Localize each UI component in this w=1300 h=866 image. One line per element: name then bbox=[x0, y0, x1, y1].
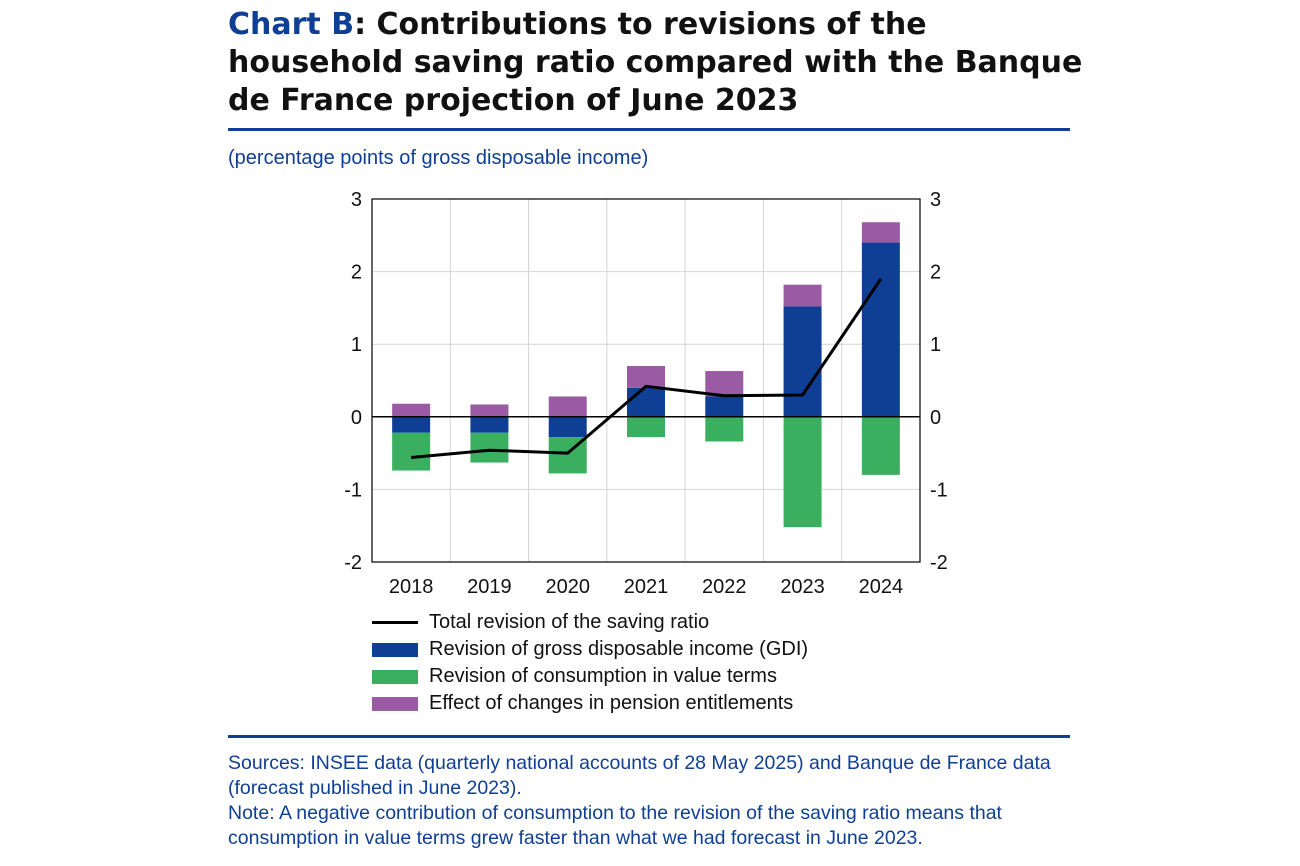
bar-pension-2020 bbox=[548, 396, 587, 417]
total-revision-line bbox=[411, 278, 883, 459]
bar-consumption-2024 bbox=[861, 416, 900, 475]
legend-label-gdi: Revision of gross disposable income (GDI… bbox=[429, 638, 809, 660]
bar-pension-2024 bbox=[861, 222, 900, 243]
bar-gdi-2018 bbox=[392, 416, 431, 433]
x-tick-label-2020: 2020 bbox=[545, 576, 590, 598]
legend-swatch-total bbox=[372, 621, 418, 624]
y-tick-label-left: 1 bbox=[351, 334, 362, 356]
note-text: Note: A negative contribution of consump… bbox=[228, 802, 1002, 849]
bar-consumption-2021 bbox=[627, 416, 665, 438]
x-tick-label-2019: 2019 bbox=[467, 576, 512, 598]
legend-item-consumption: Revision of consumption in value terms bbox=[372, 663, 808, 690]
y-tick-label-right: 1 bbox=[930, 334, 941, 356]
bar-pension-2022 bbox=[705, 371, 744, 397]
legend-item-total: Total revision of the saving ratio bbox=[372, 609, 808, 636]
x-tick-label-2024: 2024 bbox=[859, 576, 904, 598]
plot-frame bbox=[371, 198, 921, 563]
y-tick-label-left: 2 bbox=[351, 262, 362, 284]
legend-label-consumption: Revision of consumption in value terms bbox=[429, 665, 777, 687]
bar-gdi-2023 bbox=[783, 306, 822, 417]
y-tick-label-right: 0 bbox=[930, 407, 941, 429]
legend-swatch-consumption bbox=[372, 669, 418, 684]
y-tick-label-right: -1 bbox=[930, 479, 948, 501]
x-tick-label-2018: 2018 bbox=[389, 576, 434, 598]
chart-title-lead: Chart B bbox=[228, 7, 355, 42]
title-divider bbox=[228, 128, 1070, 131]
bar-consumption-2023 bbox=[783, 416, 822, 528]
x-tick-label-2022: 2022 bbox=[702, 576, 747, 598]
chart-title: Chart B: Contributions to revisions of t… bbox=[228, 6, 1088, 120]
legend-swatch-pension bbox=[372, 696, 418, 711]
bar-gdi-2021 bbox=[627, 387, 665, 417]
bar-gdi-2022 bbox=[705, 396, 744, 417]
bar-gdi-2024 bbox=[861, 242, 900, 417]
y-tick-label-right: 2 bbox=[930, 262, 941, 284]
y-tick-label-left: 0 bbox=[351, 407, 362, 429]
x-tick-label-2021: 2021 bbox=[624, 576, 669, 598]
footer-divider bbox=[228, 735, 1070, 738]
x-tick-label-2023: 2023 bbox=[780, 576, 825, 598]
y-tick-label-left: -2 bbox=[344, 552, 362, 574]
legend-label-pension: Effect of changes in pension entitlement… bbox=[429, 692, 794, 714]
legend-label-total: Total revision of the saving ratio bbox=[429, 611, 710, 633]
bar-pension-2019 bbox=[470, 404, 509, 417]
bar-gdi-2019 bbox=[470, 416, 509, 433]
y-tick-label-left: -1 bbox=[344, 479, 362, 501]
bar-pension-2021 bbox=[627, 365, 665, 388]
legend-item-gdi: Revision of gross disposable income (GDI… bbox=[372, 636, 808, 663]
bar-pension-2018 bbox=[392, 403, 431, 417]
bar-consumption-2022 bbox=[705, 416, 744, 442]
legend: Total revision of the saving ratio Revis… bbox=[372, 609, 808, 717]
bar-pension-2023 bbox=[783, 284, 822, 307]
legend-item-pension: Effect of changes in pension entitlement… bbox=[372, 690, 808, 717]
chart-subtitle: (percentage points of gross disposable i… bbox=[228, 147, 649, 169]
sources-text: Sources: INSEE data (quarterly national … bbox=[228, 752, 1051, 799]
legend-swatch-gdi bbox=[372, 642, 418, 657]
bar-gdi-2020 bbox=[548, 416, 587, 438]
chart-title-text: : Contributions to revisions of the hous… bbox=[228, 7, 1083, 118]
y-tick-label-right: -2 bbox=[930, 552, 948, 574]
y-tick-label-left: 3 bbox=[351, 189, 362, 211]
bar-consumption-2018 bbox=[392, 432, 431, 471]
bar-consumption-2019 bbox=[470, 432, 509, 463]
y-tick-label-right: 3 bbox=[930, 189, 941, 211]
footer: Sources: INSEE data (quarterly national … bbox=[228, 751, 1078, 851]
